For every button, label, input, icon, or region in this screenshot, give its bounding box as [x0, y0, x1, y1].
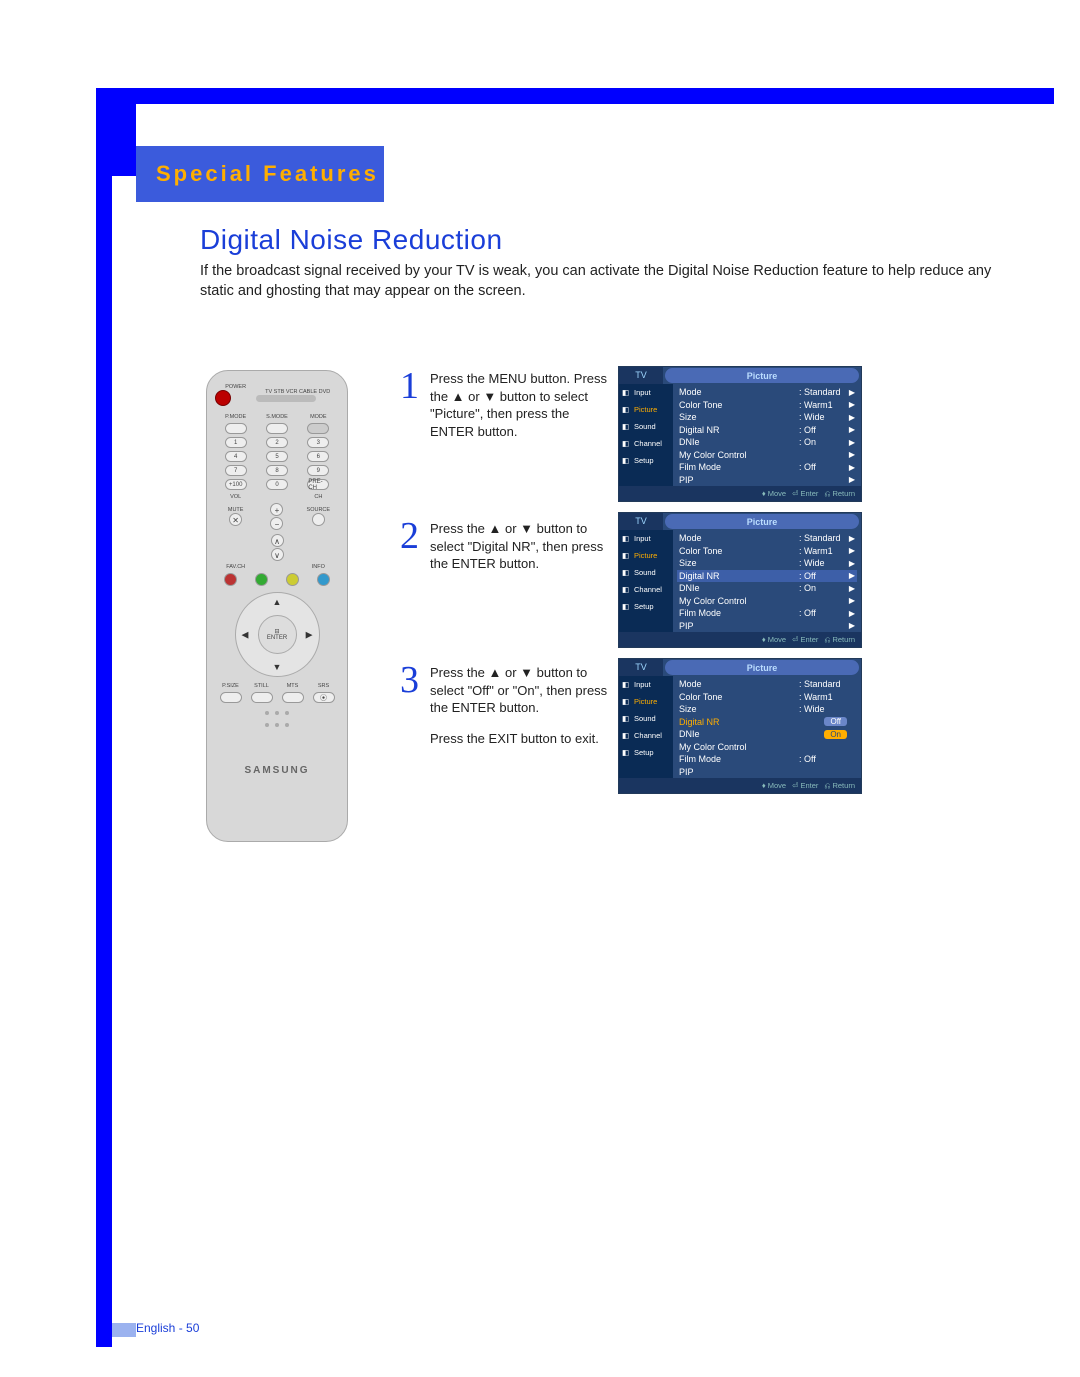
osd-screenshot-3: TVPicture ◧Input◧Picture◧Sound◧Channel◧S…	[618, 658, 862, 794]
step-number: 2	[400, 514, 419, 558]
step-2: 2 Press the ▲ or ▼ button to select "Dig…	[400, 520, 610, 573]
osd-screenshot-2: TVPicture ◧Input◧Picture◧Sound◧Channel◧S…	[618, 512, 862, 648]
step-number: 1	[400, 364, 419, 408]
step-1: 1 Press the MENU button. Press the ▲ or …	[400, 370, 610, 440]
page-title: Digital Noise Reduction	[200, 224, 503, 256]
top-border	[96, 88, 1054, 104]
nav-pad: ▲ ▼ ◀ ▶ ⊟ENTER	[235, 592, 320, 677]
page-number: English - 50	[136, 1321, 199, 1335]
left-border	[96, 88, 112, 1347]
step-text: Press the MENU button. Press the ▲ or ▼ …	[430, 370, 610, 440]
section-header: Special Features	[136, 146, 384, 202]
step-text: Press the ▲ or ▼ button to select "Digit…	[430, 520, 610, 573]
step-extra: Press the EXIT button to exit.	[430, 731, 610, 746]
power-button	[215, 390, 231, 406]
step-number: 3	[400, 658, 419, 702]
step-text: Press the ▲ or ▼ button to select "Off" …	[430, 664, 610, 717]
section-header-label: Special Features	[136, 161, 379, 187]
remote-illustration: POWER TV STB VCR CABLE DVD P.MODE S.MODE…	[206, 370, 348, 842]
osd-screenshot-1: TVPicture ◧Input◧Picture◧Sound◧Channel◧S…	[618, 366, 862, 502]
corner-notch	[112, 104, 136, 176]
step-3: 3 Press the ▲ or ▼ button to select "Off…	[400, 664, 610, 746]
pagenum-accent	[112, 1323, 136, 1337]
remote-brand: SAMSUNG	[215, 765, 339, 776]
intro-text: If the broadcast signal received by your…	[200, 262, 1000, 301]
